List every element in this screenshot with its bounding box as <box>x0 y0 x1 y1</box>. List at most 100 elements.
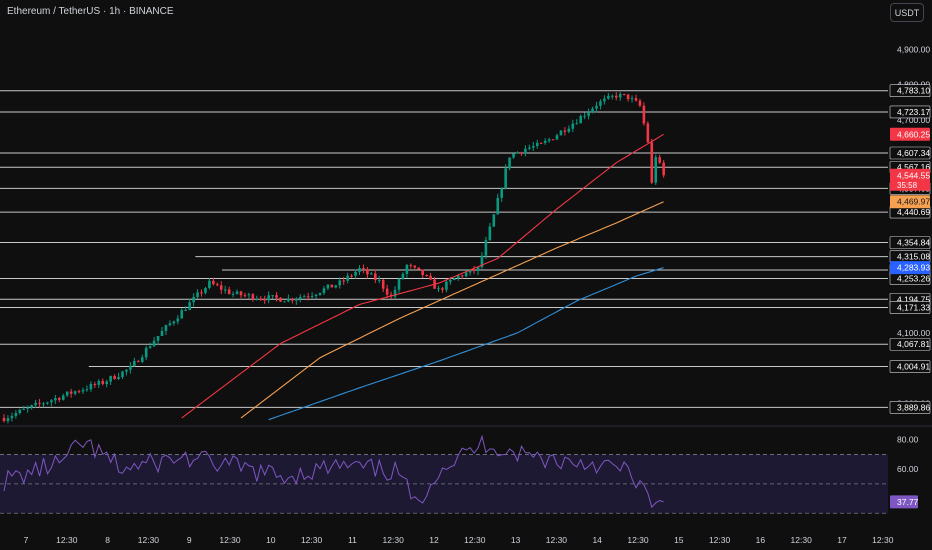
candle-body[interactable] <box>255 298 259 300</box>
candle-body[interactable] <box>65 391 69 396</box>
candle-body[interactable] <box>567 128 571 132</box>
candle-body[interactable] <box>251 294 255 300</box>
candle-body[interactable] <box>93 383 97 385</box>
candle-body[interactable] <box>456 275 460 279</box>
moving-average-2-line[interactable] <box>240 201 664 419</box>
candle-body[interactable] <box>464 272 468 277</box>
candle-body[interactable] <box>488 226 492 241</box>
candle-body[interactable] <box>85 389 89 391</box>
candle-body[interactable] <box>405 264 409 274</box>
candle-body[interactable] <box>543 140 547 144</box>
candle-body[interactable] <box>504 168 507 189</box>
candle-body[interactable] <box>259 298 263 300</box>
candle-body[interactable] <box>200 292 203 294</box>
candle-body[interactable] <box>283 301 286 303</box>
candle-body[interactable] <box>306 296 310 298</box>
candle-body[interactable] <box>97 380 101 385</box>
candle-body[interactable] <box>129 365 132 370</box>
candle-body[interactable] <box>223 289 227 291</box>
candle-body[interactable] <box>611 95 614 97</box>
candle-body[interactable] <box>287 298 290 302</box>
candle-body[interactable] <box>117 377 120 380</box>
candle-body[interactable] <box>618 93 622 98</box>
candle-body[interactable] <box>453 278 456 281</box>
candle-body[interactable] <box>381 279 385 289</box>
candle-body[interactable] <box>22 408 26 410</box>
candle-body[interactable] <box>148 346 152 348</box>
candle-body[interactable] <box>377 279 381 281</box>
candle-body[interactable] <box>46 402 49 404</box>
candle-body[interactable] <box>168 323 172 326</box>
candle-body[interactable] <box>164 325 168 331</box>
candle-body[interactable] <box>492 214 496 227</box>
candle-body[interactable] <box>484 240 488 256</box>
candle-body[interactable] <box>69 391 73 394</box>
candle-body[interactable] <box>2 417 6 422</box>
candle-body[interactable] <box>374 273 377 280</box>
candle-body[interactable] <box>441 288 444 290</box>
candle-body[interactable] <box>310 296 314 298</box>
candle-body[interactable] <box>18 409 22 413</box>
candle-body[interactable] <box>559 130 563 136</box>
candle-body[interactable] <box>622 93 626 95</box>
candle-body[interactable] <box>144 347 148 358</box>
candle-body[interactable] <box>496 197 500 215</box>
candle-body[interactable] <box>551 139 555 141</box>
candle-body[interactable] <box>460 275 464 277</box>
candle-body[interactable] <box>658 157 661 163</box>
candle-body[interactable] <box>429 275 432 280</box>
moving-average-1-line[interactable] <box>181 133 664 419</box>
currency-button[interactable]: USDT <box>890 3 924 22</box>
candle-body[interactable] <box>563 130 567 132</box>
candle-body[interactable] <box>642 105 646 124</box>
candle-body[interactable] <box>231 293 235 295</box>
candle-body[interactable] <box>192 296 195 303</box>
candle-body[interactable] <box>409 264 413 266</box>
candle-body[interactable] <box>30 405 33 408</box>
candle-body[interactable] <box>512 153 515 158</box>
candle-body[interactable] <box>508 157 511 169</box>
candle-body[interactable] <box>10 415 14 419</box>
candle-body[interactable] <box>571 123 575 129</box>
candle-body[interactable] <box>247 294 251 296</box>
candle-body[interactable] <box>437 288 440 290</box>
candle-body[interactable] <box>370 273 373 275</box>
candle-body[interactable] <box>650 142 654 183</box>
candle-body[interactable] <box>61 395 65 400</box>
candle-body[interactable] <box>137 360 140 362</box>
candle-body[interactable] <box>476 267 480 272</box>
candle-body[interactable] <box>34 402 37 406</box>
candle-body[interactable] <box>81 389 85 392</box>
candle-body[interactable] <box>535 142 539 147</box>
candle-body[interactable] <box>291 298 294 301</box>
candle-body[interactable] <box>176 318 180 322</box>
candle-body[interactable] <box>326 284 330 289</box>
candle-body[interactable] <box>14 412 18 416</box>
candle-body[interactable] <box>298 297 302 300</box>
candle-body[interactable] <box>133 360 136 366</box>
candle-body[interactable] <box>77 391 81 393</box>
candle-body[interactable] <box>532 146 535 148</box>
candle-body[interactable] <box>547 139 551 141</box>
candle-body[interactable] <box>172 321 176 324</box>
candle-body[interactable] <box>113 376 116 380</box>
candle-body[interactable] <box>196 292 199 297</box>
candle-body[interactable] <box>539 142 543 144</box>
candle-body[interactable] <box>575 123 579 125</box>
candle-body[interactable] <box>528 147 531 149</box>
candle-body[interactable] <box>591 108 594 113</box>
candle-body[interactable] <box>646 123 650 143</box>
candle-body[interactable] <box>449 280 452 282</box>
candle-body[interactable] <box>599 101 602 106</box>
candle-body[interactable] <box>160 330 164 336</box>
candle-body[interactable] <box>302 296 306 298</box>
candle-body[interactable] <box>125 369 128 372</box>
candle-body[interactable] <box>89 383 93 390</box>
candle-body[interactable] <box>152 340 156 347</box>
candle-body[interactable] <box>188 302 191 311</box>
candle-body[interactable] <box>362 267 365 270</box>
candle-body[interactable] <box>595 105 598 109</box>
candle-body[interactable] <box>614 95 618 98</box>
candle-body[interactable] <box>516 152 519 154</box>
candle-body[interactable] <box>607 95 610 99</box>
